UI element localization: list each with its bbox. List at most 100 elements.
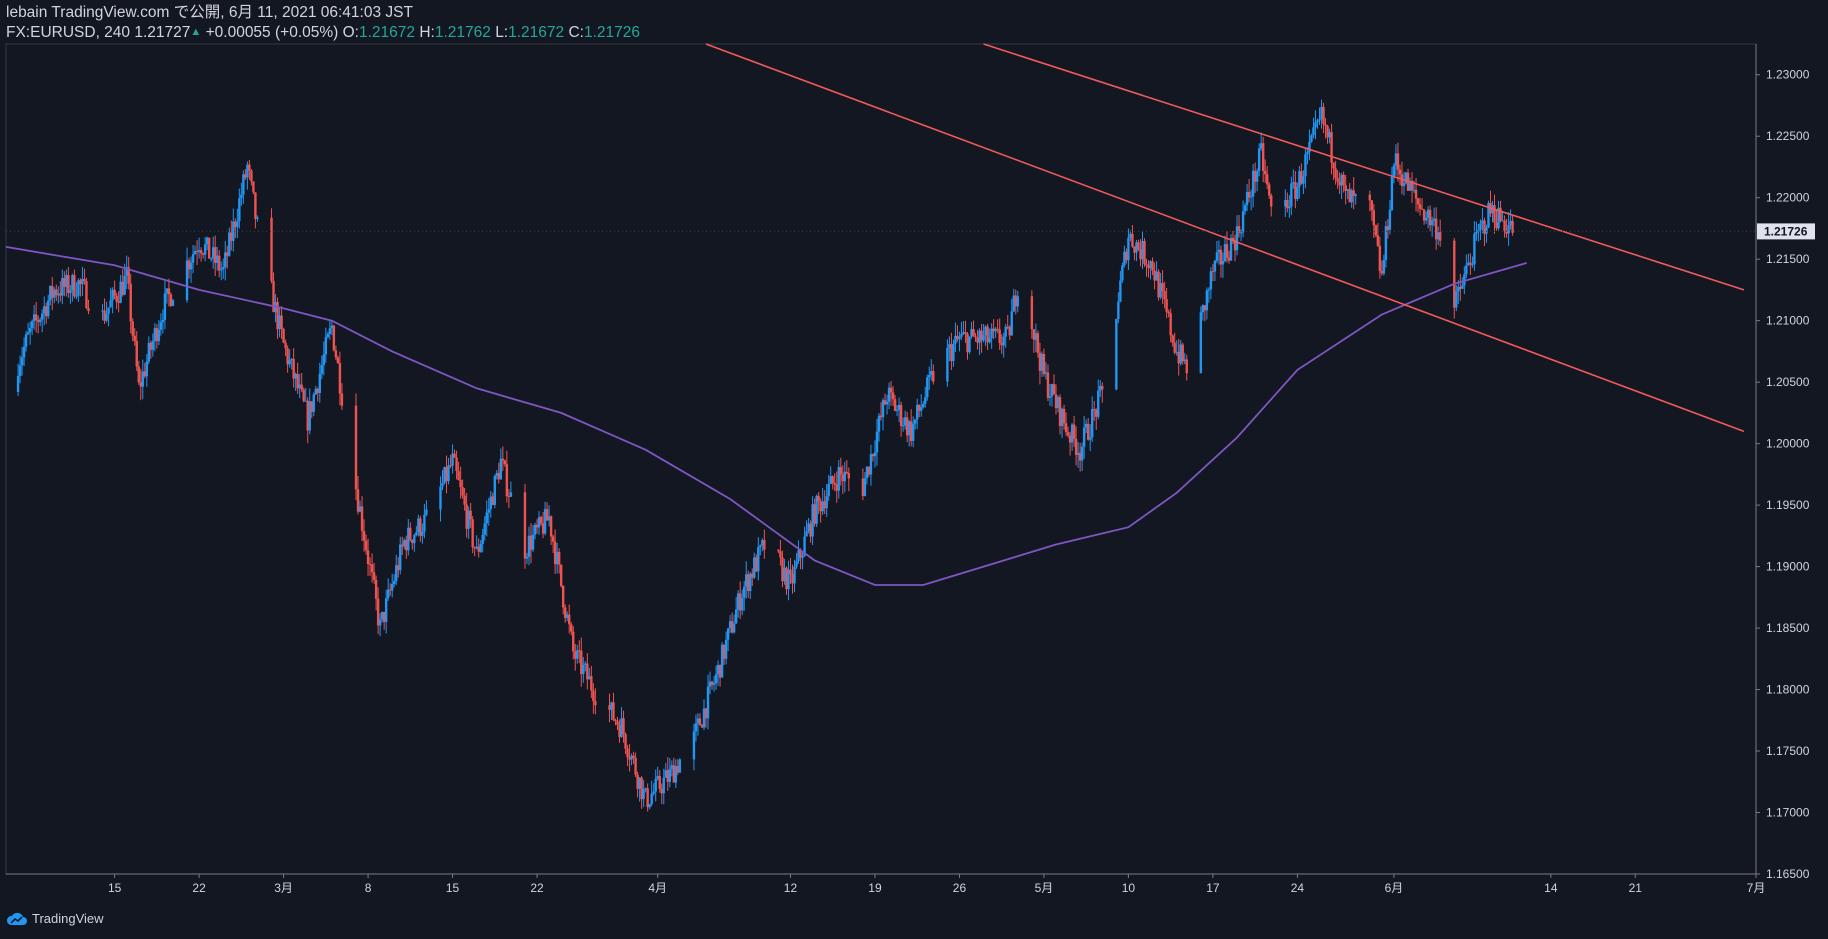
candle [125, 255, 128, 290]
candle [1042, 348, 1046, 377]
candle [55, 284, 58, 302]
candle [1213, 259, 1217, 282]
candle [107, 307, 110, 327]
candle [907, 419, 911, 447]
candle [928, 366, 931, 390]
price-tick-label: 1.20500 [1766, 375, 1810, 389]
candle [382, 611, 386, 630]
price-tick-label: 1.17500 [1766, 744, 1810, 758]
candle [1243, 202, 1247, 215]
candle [30, 319, 34, 335]
candle [1056, 395, 1060, 413]
candle [988, 328, 991, 344]
candle [976, 329, 979, 350]
candle [704, 707, 708, 728]
candle [1354, 193, 1357, 205]
candle [399, 536, 402, 575]
candle [463, 487, 466, 511]
candle [909, 409, 913, 447]
footer-brand[interactable]: TradingView [6, 911, 104, 926]
candle [678, 758, 682, 773]
candle [952, 339, 955, 367]
candle [1467, 253, 1470, 266]
candle [135, 330, 138, 372]
low-label: L: [495, 24, 509, 41]
trendline-upper[interactable] [983, 43, 1745, 291]
candle [547, 505, 551, 527]
last-price: 1.21727 [134, 24, 191, 41]
candle [1259, 132, 1263, 151]
candle [1268, 182, 1271, 199]
candle [970, 321, 973, 339]
candle [833, 473, 836, 492]
candle [576, 644, 579, 664]
candle [815, 494, 818, 528]
candle [328, 319, 332, 340]
candle [795, 553, 798, 570]
trendline-lower[interactable] [705, 43, 1745, 433]
candle [537, 511, 541, 535]
candle [290, 358, 293, 370]
candle [1304, 147, 1307, 189]
candle [753, 552, 756, 580]
candle [743, 580, 746, 611]
candle [962, 321, 965, 336]
candle [1006, 314, 1009, 330]
candle [61, 269, 64, 305]
candle [278, 308, 281, 338]
candle [318, 362, 321, 403]
candle [1350, 188, 1353, 208]
candle [57, 286, 60, 304]
candle [250, 168, 253, 186]
candle [1322, 103, 1325, 133]
low-value: 1.21672 [508, 24, 565, 41]
candle [590, 665, 593, 699]
candle [1370, 200, 1374, 221]
candle [1408, 177, 1412, 191]
candle [1080, 442, 1084, 471]
candle [75, 282, 78, 300]
candle [924, 386, 927, 408]
candle [157, 319, 161, 346]
candle [994, 326, 997, 338]
candle [1511, 215, 1514, 236]
candle [821, 488, 824, 515]
candle [1235, 215, 1239, 256]
candle [109, 287, 112, 308]
candle [1225, 231, 1229, 263]
candle [310, 400, 313, 419]
candle [620, 707, 623, 738]
price-tick-label: 1.18500 [1766, 621, 1810, 635]
candle [712, 675, 716, 692]
candle [205, 236, 209, 251]
candle [1119, 270, 1122, 303]
candle [696, 713, 700, 736]
candle [425, 500, 428, 517]
candle [1255, 168, 1259, 192]
candle [409, 522, 412, 542]
candle [1137, 239, 1140, 251]
candle [674, 759, 678, 788]
candle [998, 318, 1001, 350]
candle [240, 182, 243, 206]
candle [1436, 226, 1440, 246]
candle [594, 688, 597, 715]
candle [1048, 383, 1052, 406]
candle [825, 484, 828, 517]
candle [787, 560, 790, 601]
candle [471, 516, 474, 554]
candle [666, 757, 669, 791]
candles-layer [16, 99, 1514, 812]
time-tick-label: 3月 [274, 881, 293, 895]
candle [905, 411, 909, 443]
candle [1245, 183, 1249, 212]
candle [493, 474, 496, 509]
candle [1099, 379, 1102, 398]
candle [1121, 262, 1124, 283]
candle [1131, 224, 1134, 248]
candle [545, 502, 549, 521]
candle [847, 467, 851, 492]
close-label: C: [568, 24, 584, 41]
candle [1135, 239, 1138, 262]
